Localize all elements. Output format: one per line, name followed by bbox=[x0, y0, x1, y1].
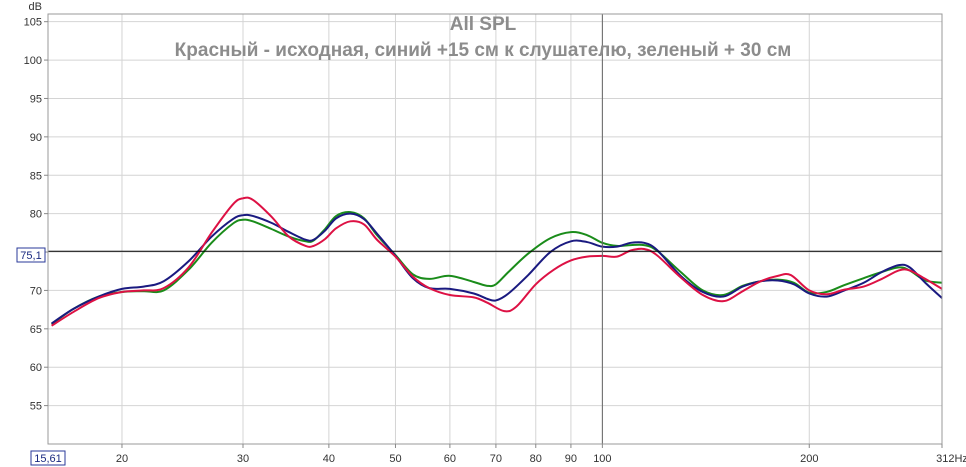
y-cursor-readout: 75,1 bbox=[16, 247, 46, 263]
y-tick-label: 65 bbox=[30, 324, 42, 336]
y-tick-label: 100 bbox=[24, 55, 42, 67]
x-cursor-readout-box bbox=[30, 450, 66, 466]
y-tick-label: 85 bbox=[30, 170, 42, 182]
y-tick-label: 95 bbox=[30, 93, 42, 105]
green-plus-30cm-curve bbox=[51, 211, 943, 326]
plot-frame bbox=[47, 13, 943, 445]
x-tick-label: 100 bbox=[593, 453, 611, 465]
x-tick-label: 312Hz bbox=[936, 453, 966, 465]
x-tick-label: 80 bbox=[530, 453, 542, 465]
y-tick-label: 105 bbox=[24, 17, 42, 29]
y-tick-label: 80 bbox=[30, 209, 42, 221]
x-tick-label: 70 bbox=[490, 453, 502, 465]
red-original-curve bbox=[51, 196, 943, 327]
grid-lines bbox=[48, 14, 942, 444]
cursor[interactable] bbox=[48, 14, 942, 444]
y-axis-unit-label: dB bbox=[29, 1, 42, 13]
x-cursor-readout-value: 15,61 bbox=[34, 453, 62, 465]
chart-subtitle: Красный - исходная, синий +15 см к слуша… bbox=[175, 40, 792, 61]
chart-title: All SPL bbox=[450, 14, 517, 35]
y-cursor-readout-box bbox=[16, 247, 46, 263]
blue-plus-15cm-curve bbox=[51, 212, 943, 325]
x-tick-label: 50 bbox=[389, 453, 401, 465]
y-cursor-readout-value: 75,1 bbox=[20, 250, 41, 262]
plot-area bbox=[48, 14, 942, 444]
spl-curves bbox=[51, 196, 943, 327]
x-tick-label: 40 bbox=[323, 453, 335, 465]
y-tick-label: 60 bbox=[30, 362, 42, 374]
x-tick-label: 90 bbox=[565, 453, 577, 465]
y-tick-label: 55 bbox=[30, 401, 42, 413]
axis-ticks: 5560657075808590951001052030405060708090… bbox=[24, 17, 966, 465]
x-tick-label: 20 bbox=[116, 453, 128, 465]
x-tick-label: 200 bbox=[800, 453, 818, 465]
y-tick-label: 90 bbox=[30, 132, 42, 144]
x-tick-label: 30 bbox=[237, 453, 249, 465]
x-cursor-readout: 15,61 bbox=[30, 450, 66, 466]
y-tick-label: 70 bbox=[30, 285, 42, 297]
x-tick-label: 60 bbox=[444, 453, 456, 465]
